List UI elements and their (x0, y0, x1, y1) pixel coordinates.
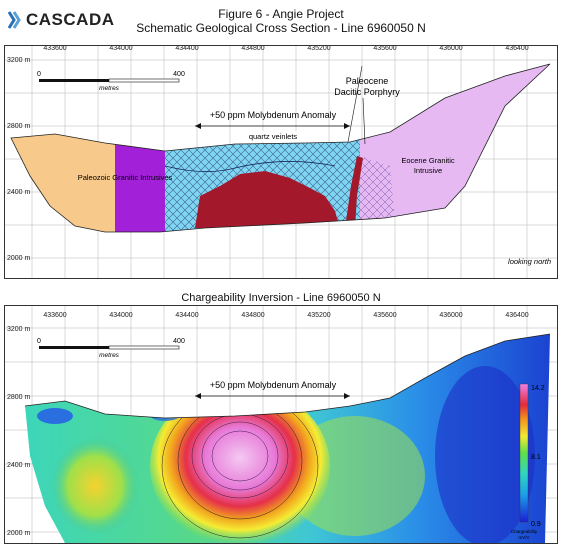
paleocene-leader-2 (362, 97, 366, 145)
paleocene-label-2: Dacitic Porphyry (334, 87, 400, 97)
moly-anomaly-label: +50 ppm Molybdenum Anomaly (210, 380, 337, 390)
brand-name: CASCADA (26, 10, 115, 29)
x-tick: 435200 (307, 312, 330, 319)
geology-section-panel: 433600 434000 434400 434800 435200 43560… (4, 45, 558, 279)
chargeability-title: Chargeability Inversion - Line 6960050 N (181, 292, 381, 304)
quartz-veinlet-hatch (165, 64, 365, 232)
scale-end: 400 (173, 338, 185, 345)
x-tick: 433600 (43, 46, 66, 52)
geology-section-svg: 433600 434000 434400 434800 435200 43560… (5, 45, 557, 278)
chargeability-field (25, 334, 550, 543)
eocene-label-1: Eocene Granitic (401, 156, 455, 165)
looking-north-label: looking north (508, 257, 551, 266)
x-tick: 436400 (505, 312, 528, 319)
x-tick: 434000 (109, 46, 132, 52)
scale-unit: metres (99, 85, 120, 92)
x-tick-labels: 433600 434000 434400 434800 435200 43560… (43, 312, 528, 319)
y-tick: 3200 m (7, 326, 31, 333)
x-tick: 434000 (109, 312, 132, 319)
legend-label: Chargeability (511, 529, 538, 534)
moly-anomaly-arrow: +50 ppm Molybdenum Anomaly (195, 380, 350, 399)
y-tick-labels: 3200 m 2800 m 2400 m 2000 m (7, 326, 31, 537)
legend-mid: 8.1 (531, 454, 541, 461)
scale-start: 0 (37, 338, 41, 345)
x-tick: 434800 (241, 46, 264, 52)
y-tick: 2800 m (7, 394, 31, 401)
x-tick: 433600 (43, 312, 66, 319)
chargeability-svg: 433600 434000 434400 434800 435200 43560… (5, 306, 557, 543)
y-tick: 2800 m (7, 123, 31, 130)
x-tick: 434400 (175, 46, 198, 52)
scale-bar: 0 400 metres (37, 338, 185, 359)
x-tick: 435600 (373, 46, 396, 52)
moly-anomaly-label: +50 ppm Molybdenum Anomaly (210, 110, 337, 120)
paleocene-label-1: Paleocene (346, 76, 389, 86)
y-tick: 2400 m (7, 462, 31, 469)
porphyry-body (195, 171, 340, 228)
y-tick: 3200 m (7, 57, 31, 64)
porphyry-dike (345, 156, 363, 228)
cascada-logo: CASCADA (6, 10, 115, 30)
section-outline (10, 63, 551, 233)
x-tick: 436000 (439, 46, 462, 52)
y-tick: 2400 m (7, 189, 31, 196)
x-tick: 435600 (373, 312, 396, 319)
paleozoic-label: Paleozoic Granitic Intrusives (78, 173, 173, 182)
eocene-intrusive-unit (360, 64, 550, 232)
x-tick-labels: 433600 434000 434400 434800 435200 43560… (43, 45, 528, 52)
y-tick: 2000 m (7, 530, 31, 537)
y-tick-labels: 3200 m 2800 m 2400 m 2000 m (7, 57, 31, 262)
legend-unit: mV/V (518, 535, 529, 540)
cascada-logo-icon (7, 11, 21, 29)
legend-max: 14.2 (531, 385, 545, 392)
eocene-hatch (360, 156, 395, 221)
y-tick: 2000 m (7, 255, 31, 262)
x-tick: 434800 (241, 312, 264, 319)
x-tick: 434400 (175, 312, 198, 319)
eocene-label-2: Intrusive (414, 166, 442, 175)
x-tick: 435200 (307, 46, 330, 52)
figure-title: Figure 6 - Angie Project (218, 7, 344, 21)
chargeability-panel: 433600 434000 434400 434800 435200 43560… (4, 305, 558, 544)
moly-anomaly-arrow: +50 ppm Molybdenum Anomaly (195, 110, 350, 129)
scale-end: 400 (173, 71, 185, 78)
scale-unit: metres (99, 352, 120, 359)
scale-bar: 0 400 metres (37, 71, 185, 92)
chargeability-legend: 14.2 8.1 0.9 Chargeability mV/V (511, 383, 545, 540)
scale-start: 0 (37, 71, 41, 78)
paleocene-leader (347, 65, 363, 143)
x-tick: 436000 (439, 312, 462, 319)
quartz-veinlets-label: quartz veinlets (249, 132, 298, 141)
legend-min: 0.9 (531, 521, 541, 528)
figure-subtitle: Schematic Geological Cross Section - Lin… (136, 21, 426, 35)
x-tick: 436400 (505, 46, 528, 52)
topography-line (24, 333, 551, 419)
